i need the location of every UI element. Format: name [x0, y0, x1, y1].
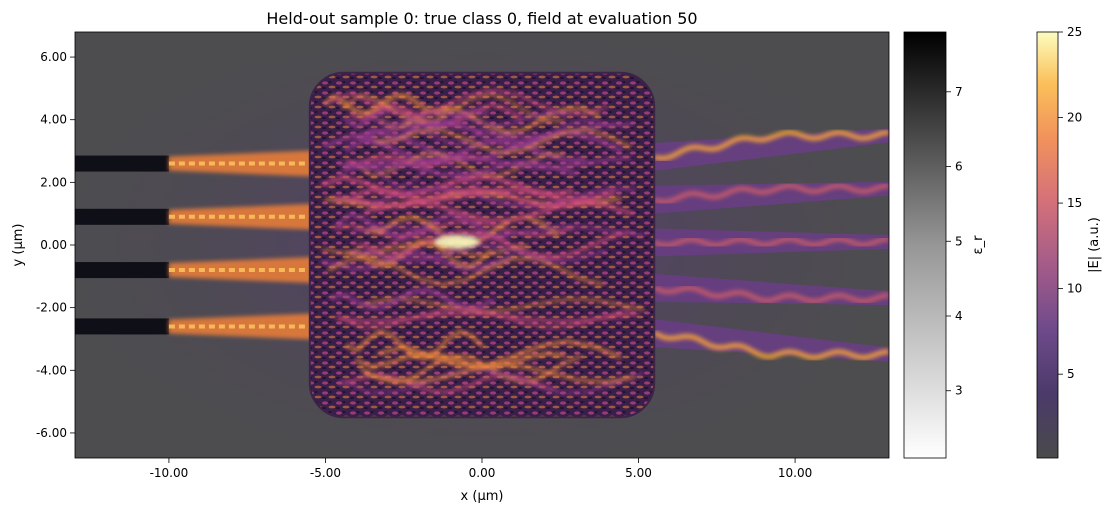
- field-streak: [351, 244, 607, 263]
- field-streak: [333, 186, 616, 209]
- field-colorbar-label: |E| (a.u.): [1087, 217, 1102, 273]
- chart-title: Held-out sample 0: true class 0, field a…: [266, 9, 697, 28]
- field-streak: [344, 240, 493, 269]
- field-streak: [337, 155, 632, 170]
- field-streak: [359, 298, 646, 313]
- field-streak: [320, 252, 514, 271]
- y-tick-label: 2.00: [40, 175, 67, 189]
- input-waveguide-0: [75, 155, 169, 172]
- colorbar-tick-label: 3: [955, 384, 963, 398]
- field-streak: [352, 225, 645, 239]
- field-streak: [327, 256, 605, 287]
- x-axis: -10.00 -5.00 0.00 5.00 10.00: [150, 458, 812, 480]
- y-tick-label: 6.00: [40, 50, 67, 64]
- colorbar-tick-label: 10: [1067, 282, 1082, 296]
- field-streak: [359, 354, 582, 385]
- field-streak: [345, 329, 485, 361]
- field-streak: [372, 110, 570, 127]
- field-streak: [349, 128, 482, 146]
- y-tick-label: 4.00: [40, 113, 67, 127]
- colorbar-tick-label: 7: [955, 85, 963, 99]
- field-map: [75, 32, 889, 458]
- colorbar-tick-label: 5: [1067, 367, 1075, 381]
- field-streak: [341, 93, 565, 123]
- colorbar-tick-label: 4: [955, 309, 963, 323]
- field-streak: [320, 174, 574, 197]
- x-tick-label: 10.00: [778, 466, 812, 480]
- y-tick-label: -2.00: [36, 301, 67, 315]
- field-streak: [362, 118, 614, 149]
- field-streak: [343, 159, 577, 179]
- x-tick-label: -5.00: [310, 466, 341, 480]
- x-tick-label: 0.00: [469, 466, 496, 480]
- field-streak: [342, 368, 644, 395]
- y-tick-label: -6.00: [36, 426, 67, 440]
- colorbar-tick-label: 5: [955, 234, 963, 248]
- output-beam-4: [653, 330, 889, 361]
- colorbar-tick-label: 15: [1067, 196, 1082, 210]
- output-beam-0: [653, 129, 889, 161]
- output-beam-2: [653, 236, 889, 248]
- field-streak: [337, 307, 632, 330]
- field-streak: [340, 160, 479, 189]
- colorbar-tick-label: 20: [1067, 111, 1082, 125]
- y-axis-label: y (µm): [11, 224, 26, 267]
- field-streak: [367, 122, 632, 140]
- field-colorbar: [1036, 31, 1059, 459]
- field-streak: [374, 128, 632, 155]
- field-streak: [364, 363, 635, 384]
- field-streak: [344, 186, 636, 209]
- permittivity-colorbar-ticks: 7 6 5 4 3: [946, 85, 963, 398]
- input-waveguide-3: [75, 318, 169, 335]
- y-axis: 6.00 4.00 2.00 0.00 -2.00 -4.00 -6.00: [36, 50, 75, 440]
- field-streak: [335, 311, 639, 323]
- colorbar-tick-label: 6: [955, 160, 963, 174]
- field-streak: [377, 339, 622, 368]
- x-axis-label: x (µm): [461, 489, 504, 504]
- input-waveguide-2: [75, 262, 169, 279]
- input-waveguide-1: [75, 208, 169, 225]
- field-streak: [352, 187, 599, 203]
- y-tick-label: -4.00: [36, 363, 67, 377]
- output-beam-3: [653, 285, 889, 304]
- x-tick-label: -10.00: [150, 466, 189, 480]
- field-streak: [354, 351, 566, 369]
- permittivity-colorbar-label: ε_r: [971, 235, 986, 255]
- field-hotspot: [434, 235, 479, 248]
- permittivity-colorbar: [903, 31, 947, 459]
- output-waveguide-0: [650, 128, 889, 172]
- field-colorbar-ticks: 25 20 15 10 5: [1058, 25, 1082, 381]
- field-streak: [321, 242, 528, 257]
- output-waveguide-4: [650, 318, 889, 362]
- field-streak: [361, 229, 632, 260]
- y-tick-label: 0.00: [40, 238, 67, 252]
- colorbar-tick-label: 25: [1067, 25, 1082, 39]
- x-tick-label: 5.00: [625, 466, 652, 480]
- output-beam-1: [653, 183, 889, 205]
